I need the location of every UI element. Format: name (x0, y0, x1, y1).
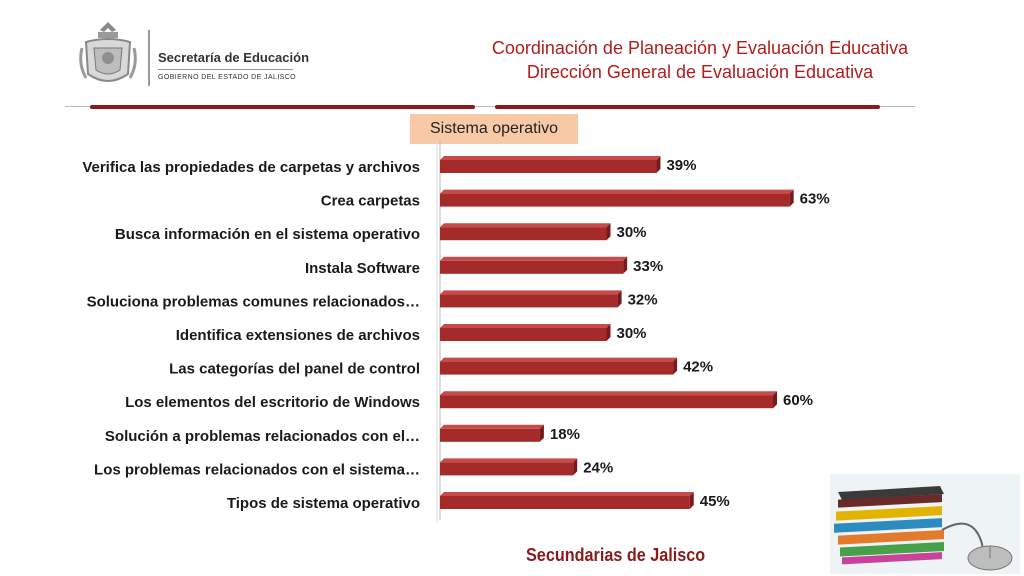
bar (440, 160, 657, 173)
bar-top (440, 458, 578, 463)
bar-top (440, 290, 622, 295)
bar-end (689, 492, 694, 509)
value-label: 39% (666, 157, 696, 174)
value-label: 45% (700, 493, 730, 510)
category-label: Identifica extensiones de archivos (176, 327, 420, 344)
page-title: Coordinación de Planeación y Evaluación … (430, 36, 970, 84)
title-line-2: Dirección General de Evaluación Educativ… (526, 62, 874, 82)
bar-chart: Verifica las propiedades de carpetas y a… (82, 140, 830, 523)
bar (440, 328, 607, 341)
books-mouse-illustration (830, 474, 1020, 574)
title-line-1: Coordinación de Planeación y Evaluación … (491, 38, 909, 58)
bar-top (440, 156, 661, 160)
bar (440, 260, 624, 274)
bar-end (606, 223, 611, 241)
category-label: Busca información en el sistema operativ… (115, 226, 420, 243)
category-label: Soluciona problemas comunes relacionados… (87, 293, 420, 310)
category-label: Crea carpetas (321, 193, 420, 210)
value-label: 32% (628, 291, 658, 308)
value-label: 24% (583, 459, 613, 476)
jalisco-seal-icon (79, 22, 137, 82)
bar-top (440, 492, 694, 496)
bar (440, 428, 540, 442)
bar (440, 294, 618, 308)
bar-top (440, 424, 544, 429)
bar-end (673, 357, 678, 375)
bar-top (440, 391, 777, 396)
value-label: 33% (633, 258, 663, 275)
category-label: Los problemas relacionados con el sistem… (94, 461, 420, 478)
value-label: 30% (617, 224, 647, 241)
bar (440, 227, 607, 241)
bar-end (539, 424, 544, 442)
value-label: 63% (800, 191, 830, 208)
bar-top (440, 357, 678, 362)
bar-end (773, 391, 777, 409)
bar-end (789, 189, 794, 207)
logo-title: Secretaría de Educación (158, 50, 310, 65)
bar (440, 193, 790, 207)
category-label: Tipos de sistema operativo (227, 495, 420, 512)
value-label: 42% (683, 359, 713, 376)
bar-end (623, 256, 628, 274)
chart-title: Sistema operativo (410, 114, 578, 144)
bar-end (573, 458, 578, 476)
bar-top (440, 223, 611, 228)
header-divider (65, 105, 915, 109)
value-label: 18% (550, 426, 580, 443)
footer-caption: Secundarias de Jalisco (526, 545, 706, 565)
bar (440, 395, 773, 409)
bar-top (440, 189, 794, 194)
bar-end (656, 156, 661, 173)
secretaria-logo: Secretaría de Educación GOBIERNO DEL EST… (78, 18, 310, 98)
value-label: 30% (617, 325, 647, 342)
logo-rule (158, 69, 293, 70)
bar-end (617, 290, 622, 308)
category-label: Solución a problemas relacionados con el… (105, 428, 420, 445)
value-label: 60% (783, 392, 813, 409)
bar (440, 496, 690, 509)
category-label: Instala Software (305, 260, 420, 277)
bar (440, 361, 674, 375)
category-label: Verifica las propiedades de carpetas y a… (82, 159, 420, 176)
category-label: Los elementos del escritorio de Windows (125, 394, 420, 411)
logo-subtitle: GOBIERNO DEL ESTADO DE JALISCO (158, 74, 297, 81)
bar-top (440, 256, 628, 261)
bar-top (440, 324, 611, 328)
logo-divider (148, 30, 150, 86)
bar (440, 462, 574, 476)
category-label: Las categorías del panel de control (169, 361, 420, 378)
bar-end (606, 324, 611, 341)
